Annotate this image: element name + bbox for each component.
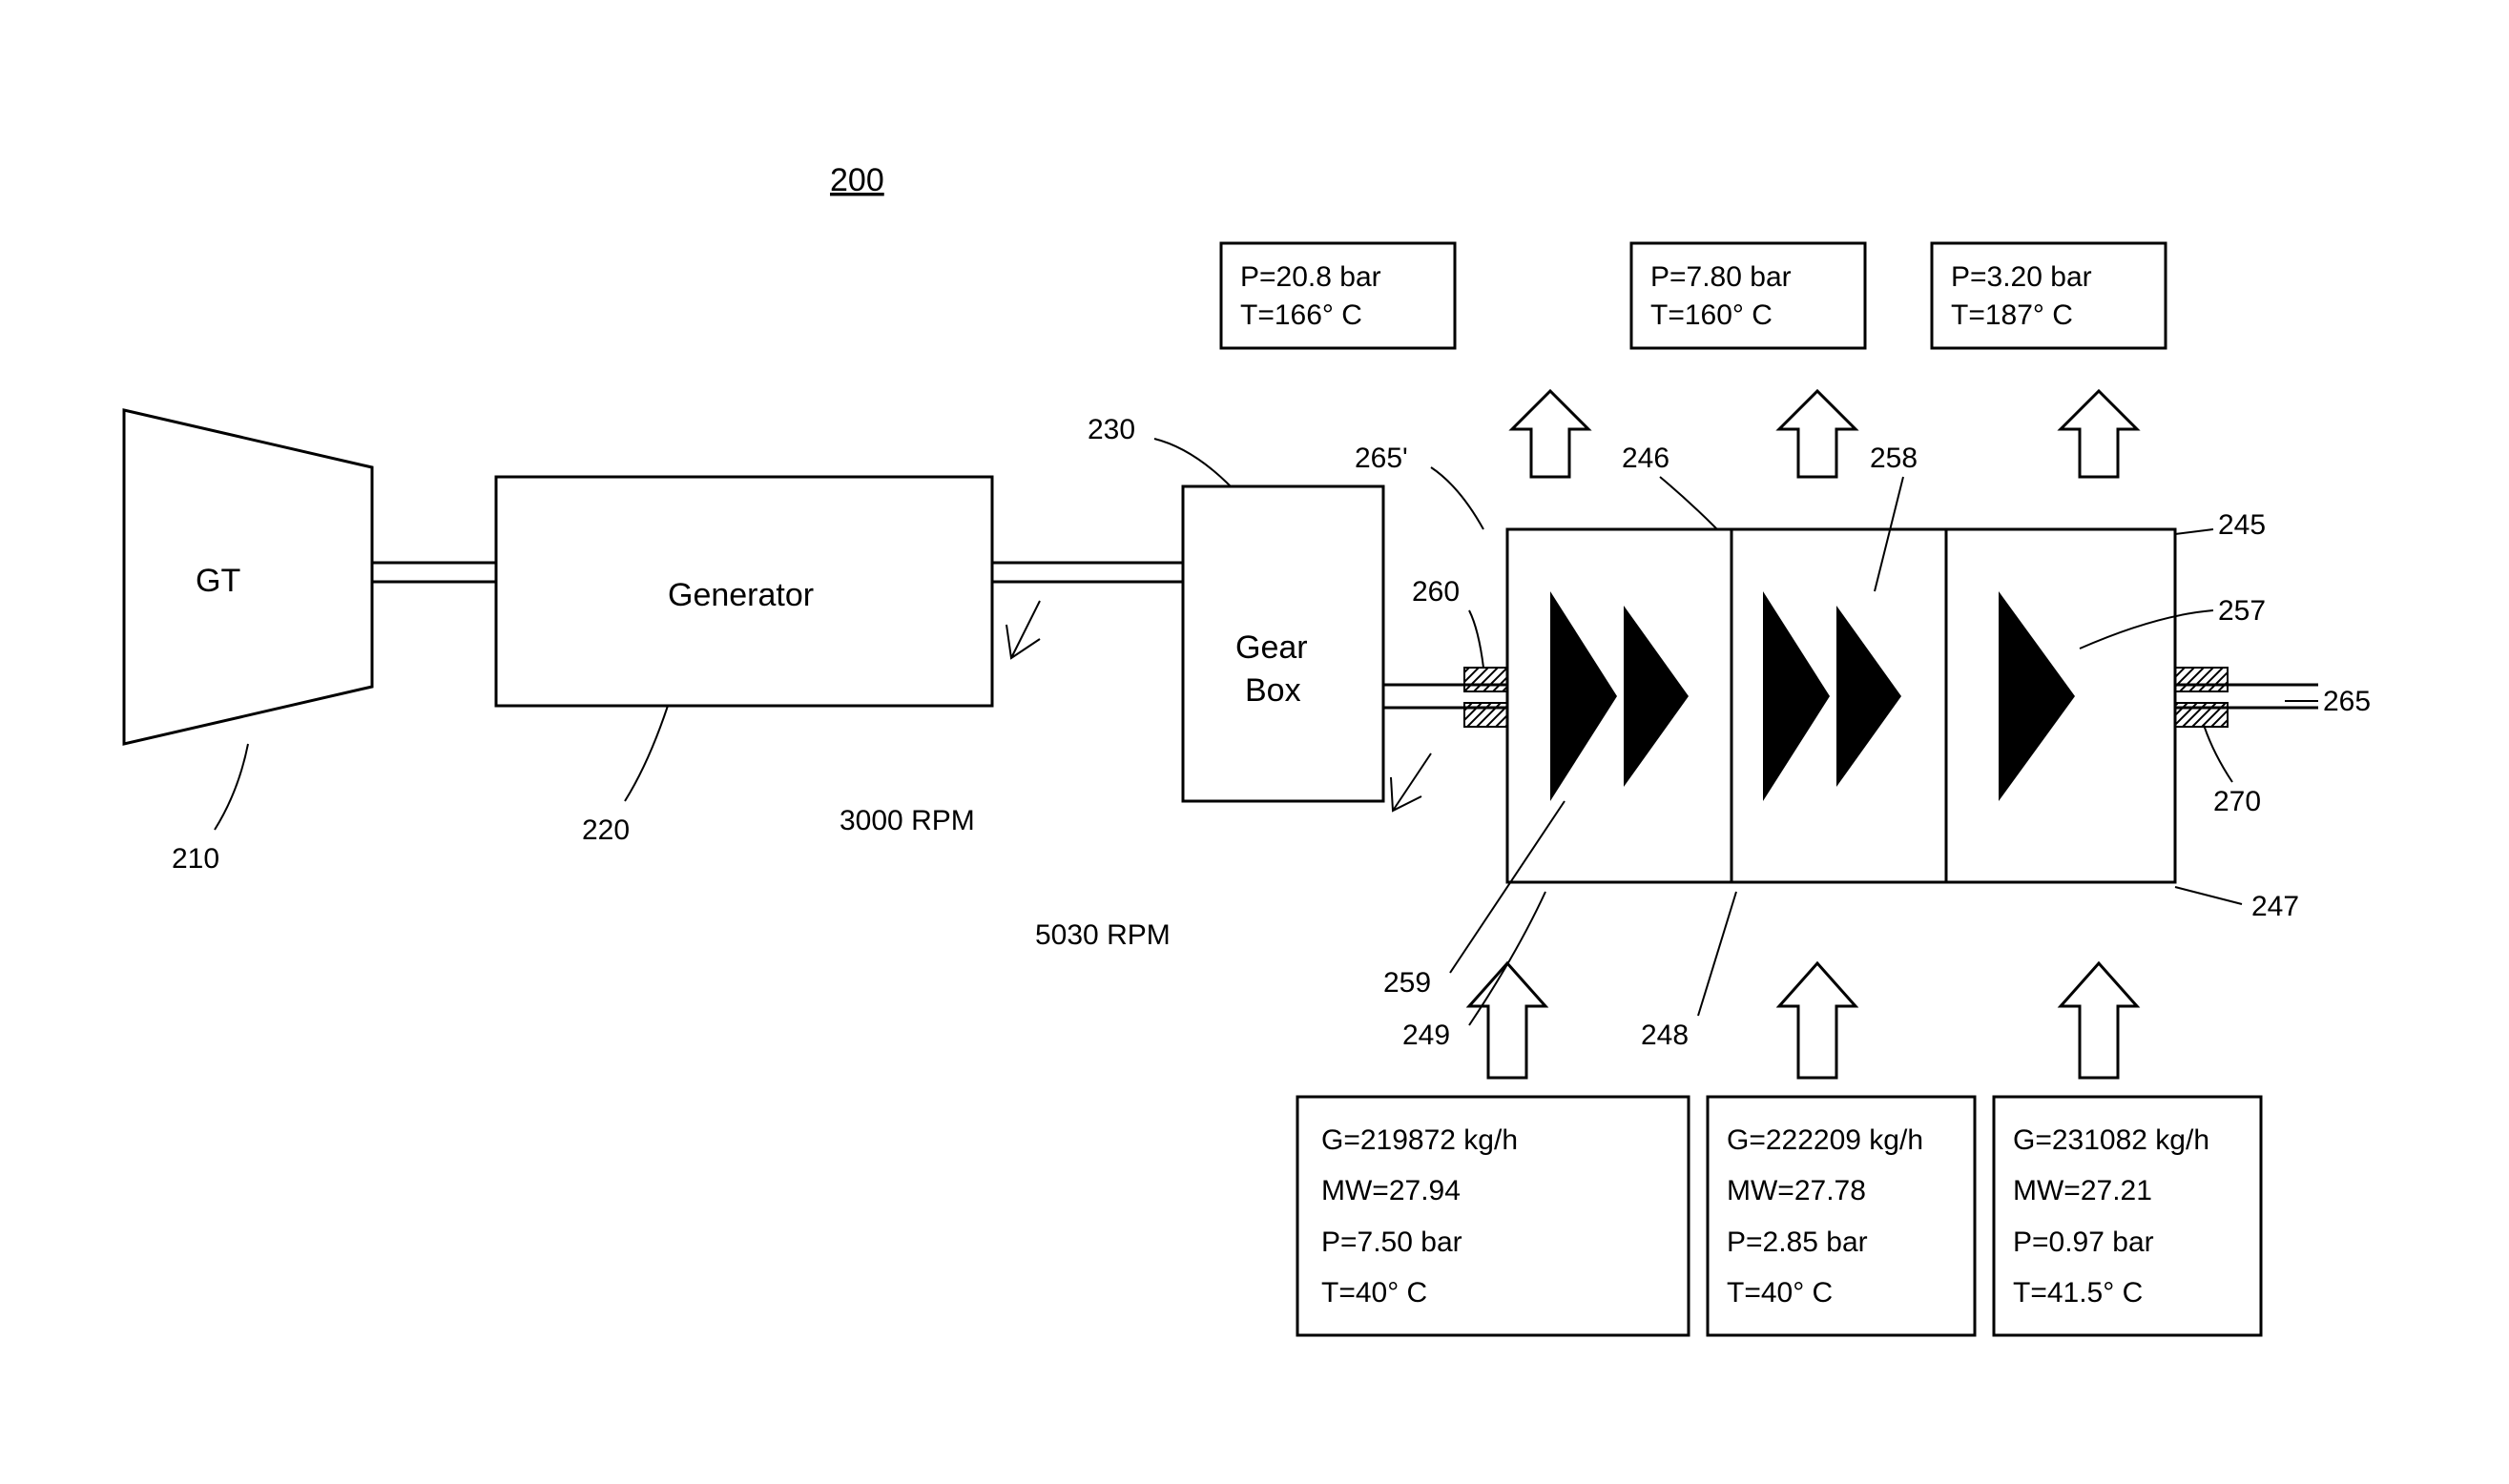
in1-mw: MW=27.94 <box>1321 1175 1461 1206</box>
in2-g: G=222209 kg/h <box>1727 1124 1923 1156</box>
ref-245: 245 <box>2218 509 2266 541</box>
gt-label: GT <box>196 563 240 599</box>
ref-249: 249 <box>1402 1020 1450 1051</box>
in2-mw: MW=27.78 <box>1727 1175 1866 1206</box>
lead-220 <box>625 706 668 801</box>
outlet-box-2 <box>1631 243 1865 348</box>
arrow-in-2 <box>1779 963 1856 1078</box>
ref-246: 246 <box>1622 443 1669 474</box>
ref-210: 210 <box>172 843 219 875</box>
rpm2: 5030 RPM <box>1035 919 1171 951</box>
arrowhead-rpm2 <box>1391 753 1431 811</box>
seal-top-left <box>1464 668 1507 691</box>
out3-t: T=187° C <box>1951 299 2073 331</box>
out2-p: P=7.80 bar <box>1650 261 1792 293</box>
ref-257: 257 <box>2218 595 2266 627</box>
in1-t: T=40° C <box>1321 1277 1427 1309</box>
in1-p: P=7.50 bar <box>1321 1226 1462 1258</box>
diagram: 200 GT 210 Generator 220 3000 RPM Gear B… <box>0 0 2509 1484</box>
ref-259: 259 <box>1383 967 1431 999</box>
figure-ref: 200 <box>830 162 884 198</box>
seal-top-right <box>2175 668 2228 691</box>
seal-bot-left <box>1464 703 1507 727</box>
ref-260: 260 <box>1412 576 1460 608</box>
arrow-in-3 <box>2061 963 2137 1078</box>
outlet-box-1 <box>1221 243 1455 348</box>
out3-p: P=3.20 bar <box>1951 261 2092 293</box>
gearbox-label-2: Box <box>1245 672 1301 709</box>
arrow-up-1 <box>1512 391 1588 477</box>
ref-247: 247 <box>2251 891 2299 922</box>
seal-bot-right <box>2175 703 2228 727</box>
lead-210 <box>215 744 248 830</box>
in2-t: T=40° C <box>1727 1277 1833 1309</box>
arrow-in-1 <box>1469 963 1545 1078</box>
ref-265: 265 <box>2323 686 2371 717</box>
arrowhead-rpm1 <box>1006 601 1040 658</box>
ref-258: 258 <box>1870 443 1918 474</box>
generator-label: Generator <box>668 577 814 613</box>
ref-220: 220 <box>582 814 630 846</box>
out1-p: P=20.8 bar <box>1240 261 1381 293</box>
out2-t: T=160° C <box>1650 299 1773 331</box>
lead-230 <box>1154 439 1231 486</box>
shaft-2 <box>992 563 1183 582</box>
gt-block <box>124 410 372 744</box>
in1-g: G=219872 kg/h <box>1321 1124 1518 1156</box>
shaft-1 <box>372 563 496 582</box>
in3-mw: MW=27.21 <box>2013 1175 2152 1206</box>
arrow-up-3 <box>2061 391 2137 477</box>
in3-g: G=231082 kg/h <box>2013 1124 2209 1156</box>
in2-p: P=2.85 bar <box>1727 1226 1868 1258</box>
arrow-up-2 <box>1779 391 1856 477</box>
ref-230: 230 <box>1088 414 1135 445</box>
ref-270: 270 <box>2213 786 2261 817</box>
in3-t: T=41.5° C <box>2013 1277 2143 1309</box>
gearbox-label-1: Gear <box>1235 629 1308 666</box>
rpm1: 3000 RPM <box>840 805 975 836</box>
in3-p: P=0.97 bar <box>2013 1226 2154 1258</box>
out1-t: T=166° C <box>1240 299 1362 331</box>
ref-248: 248 <box>1641 1020 1689 1051</box>
ref-265p: 265' <box>1355 443 1408 474</box>
outlet-box-3 <box>1932 243 2166 348</box>
